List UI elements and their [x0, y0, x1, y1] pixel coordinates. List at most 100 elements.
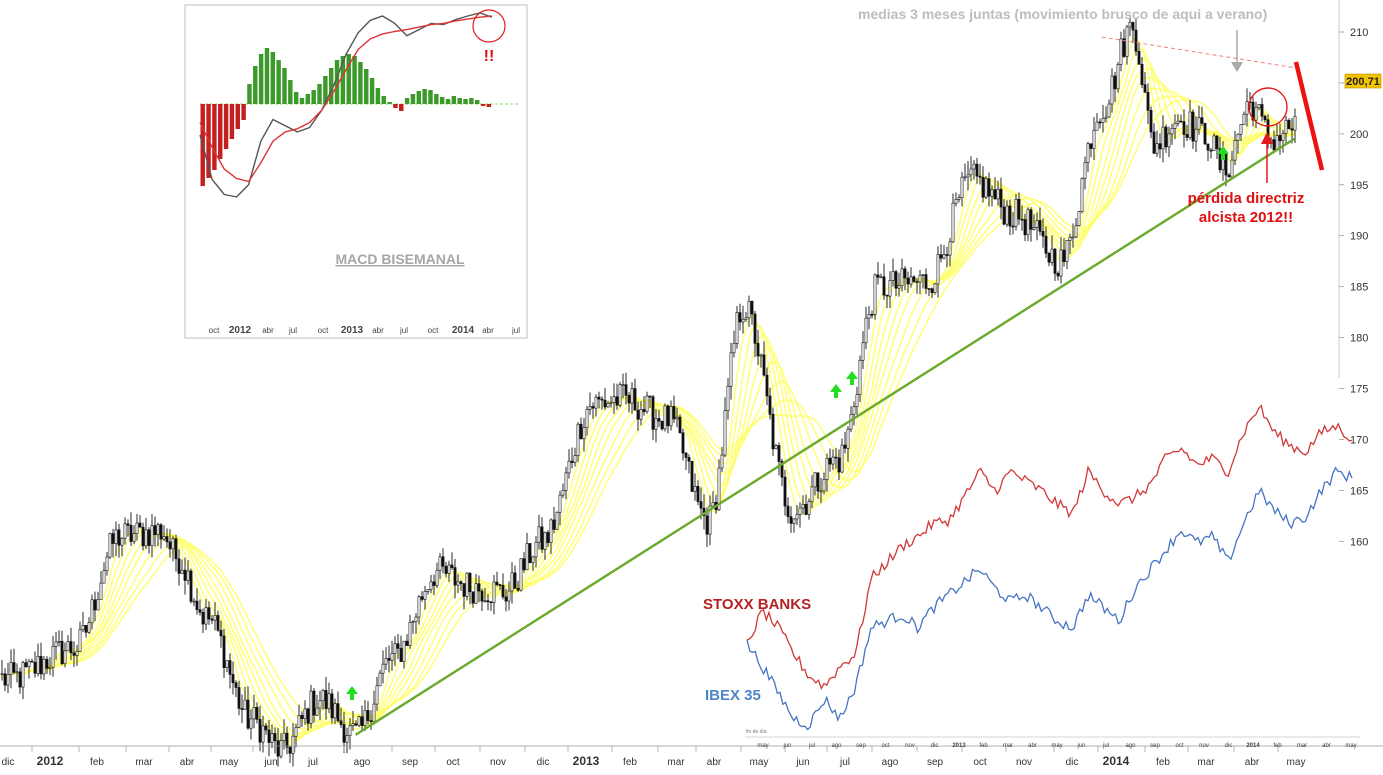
macd-time-label: oct [428, 326, 439, 335]
candle-body [525, 543, 529, 571]
candle-body [1278, 135, 1282, 142]
candle-body [1182, 121, 1186, 135]
macd-time-label: jul [399, 326, 408, 335]
candle-body [972, 163, 976, 170]
candle-body [864, 317, 868, 344]
candle-body [1128, 22, 1132, 28]
candle-body [348, 725, 352, 736]
candle-body [1263, 115, 1267, 121]
candle-body [153, 525, 157, 536]
time-tick-label: mar [667, 757, 685, 768]
candle-body [774, 445, 778, 450]
comparison-time-label: jun [1076, 743, 1085, 749]
candle-body [786, 505, 790, 517]
macd-histogram-bar [229, 104, 235, 139]
candle-body [993, 189, 997, 200]
candle-body [1029, 209, 1033, 230]
candle-body [1047, 253, 1051, 263]
time-tick-label: dic [1066, 757, 1079, 768]
macd-histogram-bar [264, 48, 270, 104]
candle-body [921, 274, 925, 276]
candle-body [45, 658, 49, 669]
candle-body [990, 189, 994, 197]
candle-body [219, 629, 223, 637]
candle-body [1050, 248, 1054, 263]
candle-body [150, 525, 154, 546]
candle-body [966, 174, 970, 178]
candle-body [699, 501, 703, 509]
candle-body [216, 615, 220, 631]
candle-body [102, 570, 106, 584]
candle-body [447, 564, 451, 574]
candle-body [681, 432, 685, 454]
candle-body [927, 288, 931, 290]
candle-body [828, 457, 832, 465]
macd-histogram-bar [258, 54, 264, 104]
macd-time-label: abr [262, 326, 274, 335]
candle-body [420, 596, 424, 600]
candle-body [744, 317, 748, 320]
candle-body [1053, 248, 1057, 274]
candle-body [672, 406, 676, 420]
candle-body [1134, 29, 1138, 52]
macd-histogram-bar [404, 98, 410, 104]
candle-body [888, 280, 892, 297]
candle-body [30, 660, 34, 663]
candle-body [561, 490, 565, 496]
macd-signal-line [199, 15, 493, 183]
candle-body [771, 413, 775, 450]
candle-body [534, 541, 538, 558]
candle-body [1236, 133, 1240, 141]
candle-body [225, 660, 229, 668]
candle-body [807, 501, 811, 515]
candle-body [738, 312, 742, 323]
uptrend-line [354, 137, 1295, 736]
comparison-time-label: 2013 [952, 743, 966, 749]
candle-body [873, 274, 877, 315]
candle-body [354, 723, 358, 726]
time-tick-label: jul [307, 757, 318, 768]
candle-body [255, 706, 259, 720]
candle-body [831, 456, 835, 465]
candle-body [1164, 126, 1168, 148]
macd-histogram-bar [445, 99, 451, 104]
candle-body [795, 514, 799, 520]
candle-body [750, 300, 754, 315]
candle-body [1215, 135, 1219, 150]
candle-body [1014, 198, 1018, 227]
macd-time-label: abr [372, 326, 384, 335]
candle-body [1116, 64, 1120, 90]
macd-histogram-bar [399, 104, 404, 111]
time-tick-label: jun [795, 757, 809, 768]
legend-ibex-35: IBEX 35 [705, 687, 761, 704]
price-tick-label: 180 [1350, 333, 1368, 345]
candle-body [876, 274, 880, 278]
candle-body [270, 733, 274, 743]
time-tick-label: oct [973, 757, 987, 768]
time-tick-label: may [750, 757, 769, 768]
candle-body [342, 724, 346, 743]
candle-body [126, 523, 130, 526]
time-tick-label: nov [490, 757, 506, 768]
candle-body [159, 524, 163, 540]
candle-body [240, 708, 244, 710]
candle-body [531, 556, 535, 563]
time-tick-label: may [1287, 757, 1306, 768]
candle-body [345, 735, 349, 743]
candle-body [54, 641, 58, 647]
candle-body [81, 625, 85, 631]
candle-body [579, 423, 583, 440]
candle-body [900, 268, 904, 286]
macd-histogram-bar [218, 104, 223, 159]
candle-body [204, 607, 208, 625]
candle-body [555, 512, 559, 530]
candle-body [1008, 205, 1012, 227]
candle-body [537, 526, 541, 543]
candle-body [36, 656, 40, 674]
moving-average-line [1, 87, 1296, 731]
candle-body [882, 276, 886, 296]
candle-body [939, 254, 943, 259]
time-tick-label: 2013 [573, 754, 600, 768]
candle-body [141, 526, 145, 547]
